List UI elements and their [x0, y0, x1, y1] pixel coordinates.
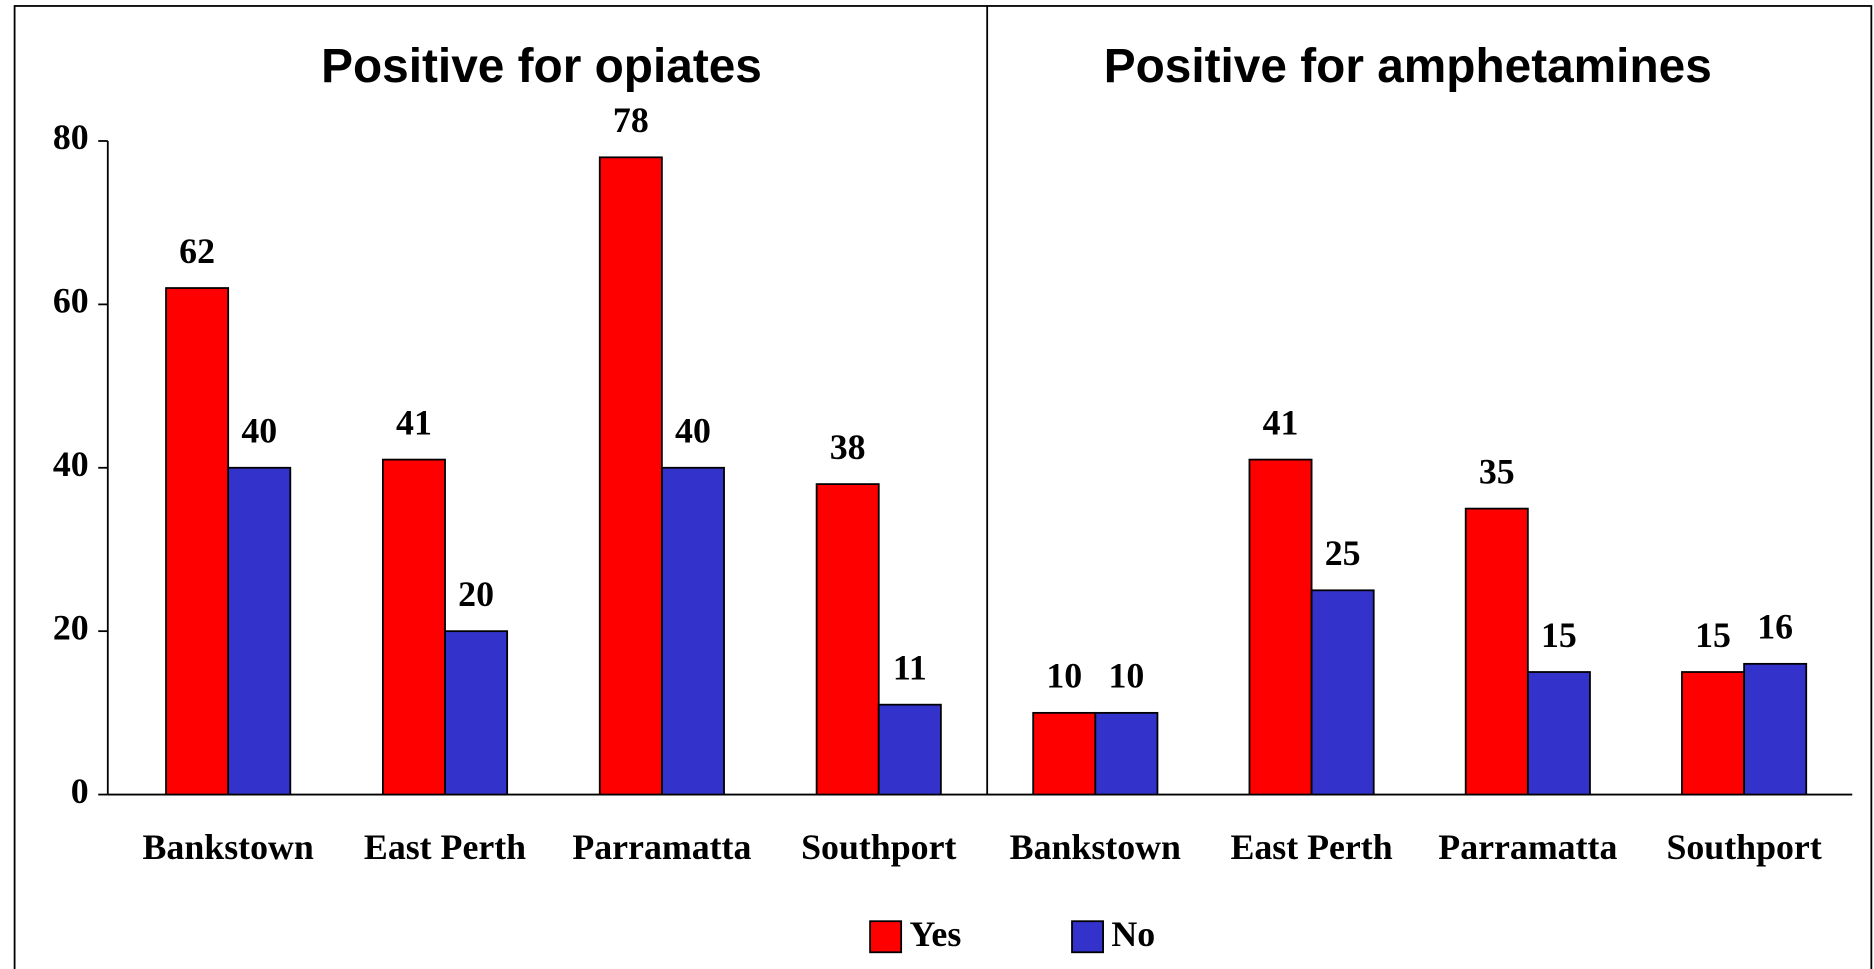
data-label: 11	[893, 647, 927, 687]
bar	[877, 703, 942, 796]
bar	[1310, 589, 1375, 796]
x-tick-label: Parramatta	[1438, 827, 1617, 867]
x-tick-label: Parramatta	[572, 827, 751, 867]
data-label: 15	[1541, 615, 1577, 655]
bar	[382, 458, 446, 796]
x-tick-label: East Perth	[364, 827, 526, 867]
bar	[598, 156, 663, 796]
x-tick-label: Southport	[1666, 827, 1821, 867]
bar	[1094, 711, 1159, 796]
bar	[227, 466, 292, 796]
frame	[13, 5, 1873, 969]
data-label: 62	[179, 231, 215, 271]
bar	[444, 630, 509, 796]
x-tick-label: Southport	[801, 827, 956, 867]
x-tick-label: Bankstown	[1010, 827, 1181, 867]
data-label: 40	[241, 411, 277, 451]
bar	[815, 483, 880, 796]
chart-title: Positive for opiates	[321, 40, 762, 93]
bar	[1032, 711, 1097, 796]
data-label: 10	[1108, 656, 1144, 696]
data-label: 35	[1479, 451, 1515, 491]
y-tick-label: 80	[53, 117, 89, 157]
bar	[165, 287, 230, 796]
y-tick-label: 60	[53, 281, 89, 321]
y-tick-label: 0	[71, 771, 89, 811]
chart-title: Positive for amphetamines	[1104, 40, 1712, 93]
legend-label: Yes	[910, 914, 962, 954]
data-label: 41	[396, 402, 432, 442]
x-tick-label: East Perth	[1230, 827, 1392, 867]
y-tick-label: 40	[53, 444, 89, 484]
y-tick-label: 20	[53, 607, 89, 647]
data-label: 10	[1046, 656, 1082, 696]
data-label: 78	[613, 100, 649, 140]
bar	[1743, 662, 1808, 796]
bar	[1464, 507, 1529, 796]
data-label: 16	[1757, 607, 1793, 647]
data-label: 15	[1695, 615, 1731, 655]
bar	[1526, 671, 1591, 796]
bar	[1248, 458, 1313, 796]
x-tick-label: Bankstown	[143, 827, 314, 867]
legend-swatch	[1071, 920, 1104, 954]
data-label: 41	[1263, 402, 1299, 442]
data-label: 40	[675, 411, 711, 451]
bar	[660, 466, 725, 796]
legend-swatch	[869, 920, 903, 954]
data-label: 20	[458, 574, 494, 614]
data-label: 25	[1325, 533, 1361, 573]
legend-label: No	[1111, 914, 1155, 954]
data-label: 38	[830, 427, 866, 467]
bar	[1681, 671, 1745, 796]
